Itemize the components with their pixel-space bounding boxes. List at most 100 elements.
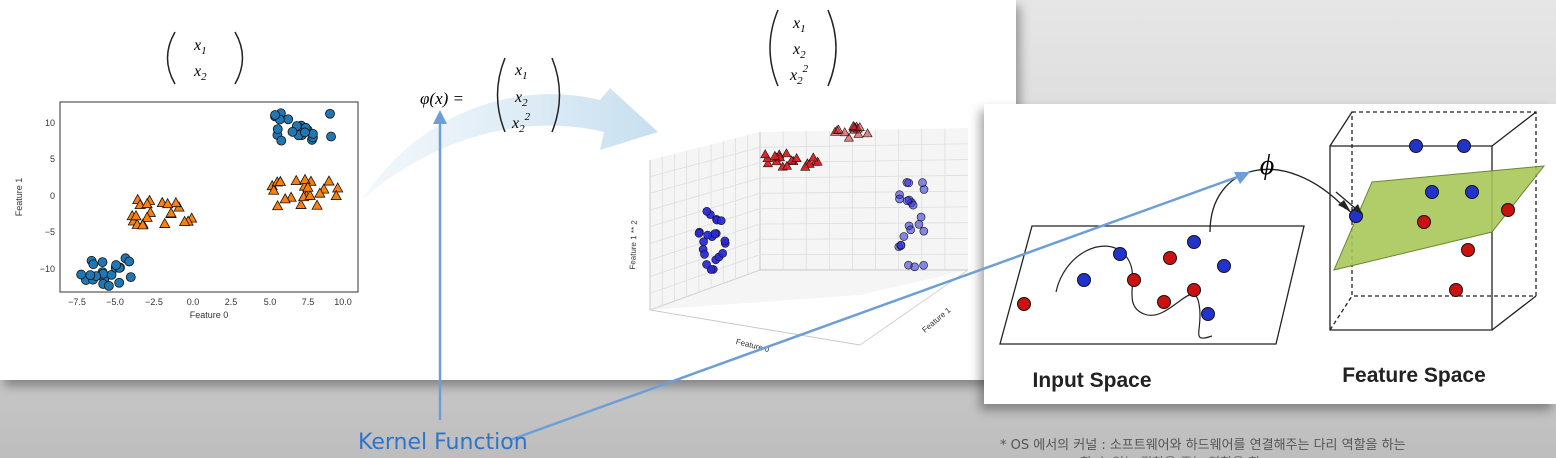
blue-3d-point [718,249,728,258]
blue-3d-point [700,250,709,259]
orange-triangle-point [141,197,153,209]
red-input-point [1163,251,1177,265]
blue-3d-point [710,229,720,239]
orange-triangle-point [141,211,153,222]
blue-3d-point [919,261,928,270]
input-space-label: Input Space [1032,369,1151,392]
orange-triangle-point [332,182,344,193]
phi-mapping-arrow [1209,168,1347,233]
orange-triangle-point [304,189,316,200]
svg-text:x2: x2 [514,89,528,109]
svg-text:−5: −5 [45,227,55,237]
orange-triangle-point [161,197,174,209]
right-panel: ϕ Input Space Feature Space [984,104,1556,404]
plot2d-xticks: −7.5 −5.0 −2.5 0.0 2.5 5.0 7.5 10.0 [68,297,352,307]
blue-3d-point [895,194,904,204]
blue-3d-point [703,230,712,240]
svg-text:10: 10 [45,118,55,128]
red-3d-point [769,150,780,160]
red-3d-point [760,149,771,159]
phi-symbol: ϕ [1260,150,1275,181]
blue-3d-point [694,229,704,238]
svg-text:5.0: 5.0 [264,297,277,307]
blue-circle-point [325,108,335,119]
feature-space-points [1349,139,1515,297]
os-kernel-note: * OS 에서의 커널 : 소프트웨어와 하드웨어를 연결해주는 다리 역할을 … [1000,438,1406,453]
svg-text:x1: x1 [193,37,207,57]
blue-circle-point [308,128,318,139]
blue-feature-point [1425,185,1439,199]
kernel-trick-diagram: ϕ Input Space Feature Space [999,111,1546,392]
blue-feature-point [1457,139,1471,153]
separating-hyperplane [1333,165,1546,271]
blue-circle-point [287,126,298,137]
blue-circle-point [326,131,336,142]
plot3d-ylabel: Feature 1 [920,305,952,334]
blue-circle-point [76,269,87,280]
orange-triangle-point [311,199,323,210]
svg-text:x22: x22 [511,111,531,135]
top-vector: x1 x2 [166,31,244,85]
blue-circle-point [300,127,310,138]
plot2d-points [76,108,344,291]
left-panel: x1 x2 φ(x) = x1 x2 x22 x1 x2 x22 −7.5 −5… [14,9,969,355]
plot2d-xlabel: Feature 0 [190,310,229,320]
blue-3d-point [919,226,929,236]
transform-swoosh-arrow [362,88,658,200]
red-3d-point [791,153,802,162]
orange-triangle-point [279,193,291,204]
phi-mapping-arrowhead [1338,200,1352,214]
svg-text:x1: x1 [514,62,528,82]
svg-text:2.5: 2.5 [225,297,238,307]
feature-space-cube [1329,111,1537,331]
plot3d-zlabel: Feature 1 ** 2 [628,220,639,270]
blue-3d-point [702,206,712,216]
blue-circle-point [270,110,281,120]
orange-triangle-point [302,181,314,192]
red-3d-point [781,148,792,158]
blue-input-point [1077,273,1091,287]
red-3d-point [808,152,819,162]
blue-3d-point [716,216,726,226]
red-3d-point [762,158,773,168]
scatter-plot-2d: −7.5 −5.0 −2.5 0.0 2.5 5.0 7.5 10.0 10 5… [14,101,359,320]
blue-3d-point [896,240,906,250]
blue-feature-point [1409,139,1423,153]
blue-3d-point [899,232,909,241]
blue-input-point [1113,247,1127,261]
red-feature-point [1449,283,1463,297]
blue-circle-point [97,257,108,268]
svg-text:10.0: 10.0 [334,297,352,307]
kernel-function-label: Kernel Function [358,430,528,455]
blue-3d-point [906,225,915,235]
orange-triangle-point [170,196,182,208]
blue-input-point [1217,259,1231,273]
blue-input-point [1201,307,1215,321]
blue-3d-point [720,236,730,246]
scatter-plot-3d: Feature 1 ** 2 Feature 0 Feature 1 [628,120,969,354]
red-input-point [1187,283,1201,297]
svg-text:0: 0 [50,191,55,201]
orange-triangle-point [268,184,280,195]
orange-triangle-point [178,215,191,226]
red-3d-point [862,128,873,138]
svg-text:x2: x2 [193,63,207,83]
orange-triangle-point [271,199,284,211]
blue-3d-point [702,260,711,269]
plot2d-yticks: 10 5 0 −5 −10 [40,118,55,274]
blue-circle-point [114,277,125,288]
orange-triangle-point [137,219,149,230]
svg-text:−2.5: −2.5 [145,297,163,307]
orange-triangle-point [330,189,342,201]
orange-triangle-point [290,174,302,185]
svg-text:−5.0: −5.0 [106,297,124,307]
svg-text:φ(x) =: φ(x) = [420,89,464,108]
orange-triangle-point [295,198,307,209]
svg-text:5: 5 [50,154,55,164]
red-feature-point [1417,215,1431,229]
feature-space-label: Feature Space [1342,364,1486,387]
svg-text:x2: x2 [792,41,806,61]
plot2d-ylabel: Feature 1 [14,178,24,217]
blue-circle-point [111,260,121,270]
red-3d-point [848,120,859,130]
